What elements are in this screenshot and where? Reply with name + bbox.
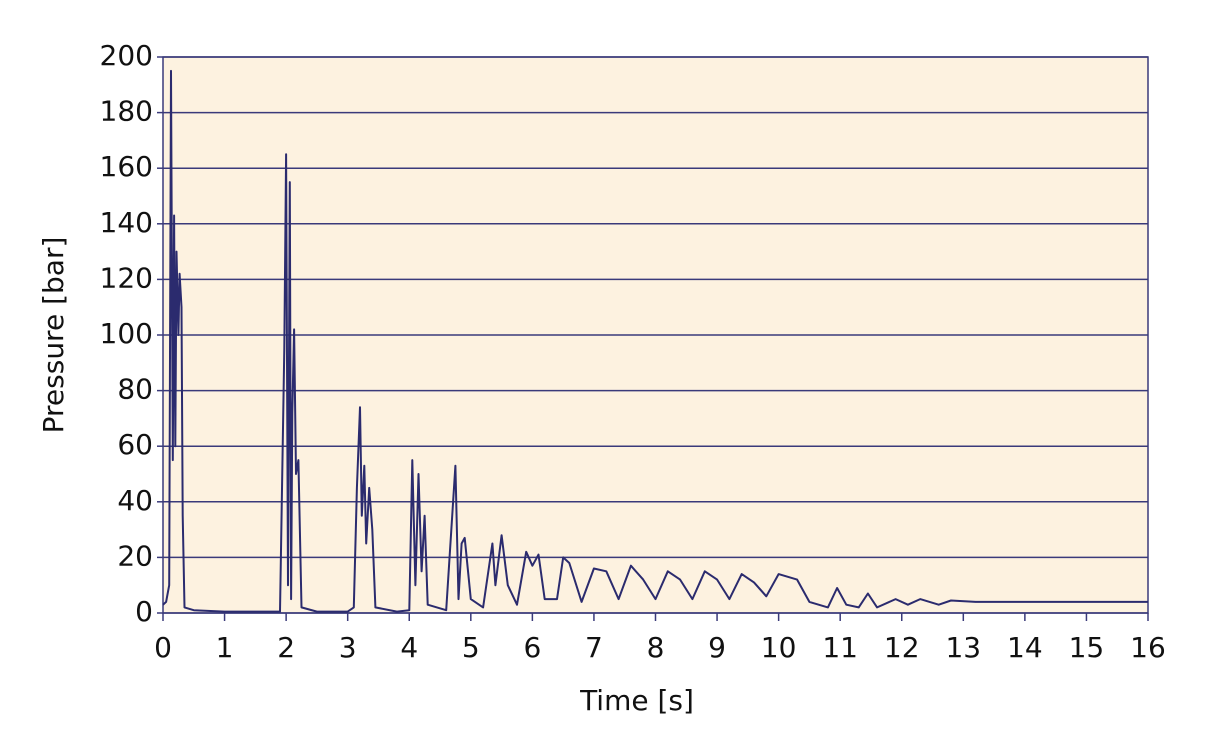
x-axis-label: Time [s] [579,684,694,717]
x-tick-label: 1 [216,631,234,664]
y-tick-label: 120 [100,261,153,294]
y-tick-label: 0 [135,595,153,628]
y-tick-label: 20 [117,539,153,572]
y-tick-label: 200 [100,39,153,72]
x-tick-label: 9 [708,631,726,664]
x-tick-label: 0 [154,631,172,664]
x-tick-label: 5 [462,631,480,664]
x-tick-label: 11 [822,631,858,664]
y-tick-label: 100 [100,317,153,350]
x-tick-label: 14 [1007,631,1043,664]
x-tick-label: 16 [1130,631,1166,664]
x-tick-label: 12 [884,631,920,664]
y-tick-label: 60 [117,428,153,461]
x-tick-label: 4 [400,631,418,664]
data-line [162,69,1148,613]
x-tick-label: 10 [761,631,797,664]
y-axis-label: Pressure [bar] [37,237,70,434]
y-tick-label: 140 [100,206,153,239]
x-tick-label: 13 [945,631,981,664]
y-tick-label: 160 [100,150,153,183]
x-tick-label: 2 [277,631,295,664]
y-tick-label: 40 [117,484,153,517]
x-tick-label: 15 [1069,631,1105,664]
y-tick-label: 80 [117,373,153,406]
x-tick-label: 6 [523,631,541,664]
x-tick-label: 3 [339,631,357,664]
x-tick-label: 8 [647,631,665,664]
x-tick-label: 7 [585,631,603,664]
y-tick-label: 180 [100,95,153,128]
